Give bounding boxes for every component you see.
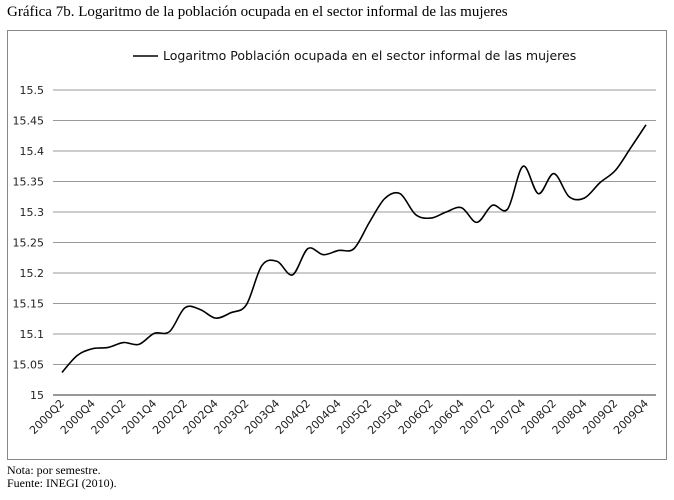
y-axis-ticks: 15 15.05 15.1 15.15 15.2 15.25 15.3 15.35 15.4 15… [13,84,45,402]
chart-frame [7,30,667,460]
y-tick-label: 15 [30,389,44,402]
gridlines [53,89,656,396]
y-tick-label: 15.25 [13,237,45,250]
chart-title: Gráfica 7b. Logaritmo de la población oc… [7,4,508,20]
x-axis-ticks: 2000Q22000Q42001Q22001Q42002Q22002Q42003… [27,397,651,437]
y-tick-label: 15.2 [20,267,45,280]
series-layer [61,124,647,373]
series-line [61,124,647,373]
y-tick-label: 15.05 [13,359,45,372]
source-text: Fuente: INEGI (2010). [7,476,117,490]
y-tick-label: 15.3 [20,206,45,219]
y-tick-label: 15.45 [13,115,45,128]
y-tick-label: 15.35 [13,176,45,189]
legend-label: Logaritmo Población ocupada en el sector… [163,48,576,63]
y-tick-label: 15.1 [20,328,45,341]
y-tick-label: 15.5 [20,84,45,97]
legend: Logaritmo Población ocupada en el sector… [133,48,576,63]
y-tick-label: 15.4 [20,145,45,158]
y-tick-label: 15.15 [13,298,45,311]
note-text: Nota: por semestre. [7,463,101,477]
